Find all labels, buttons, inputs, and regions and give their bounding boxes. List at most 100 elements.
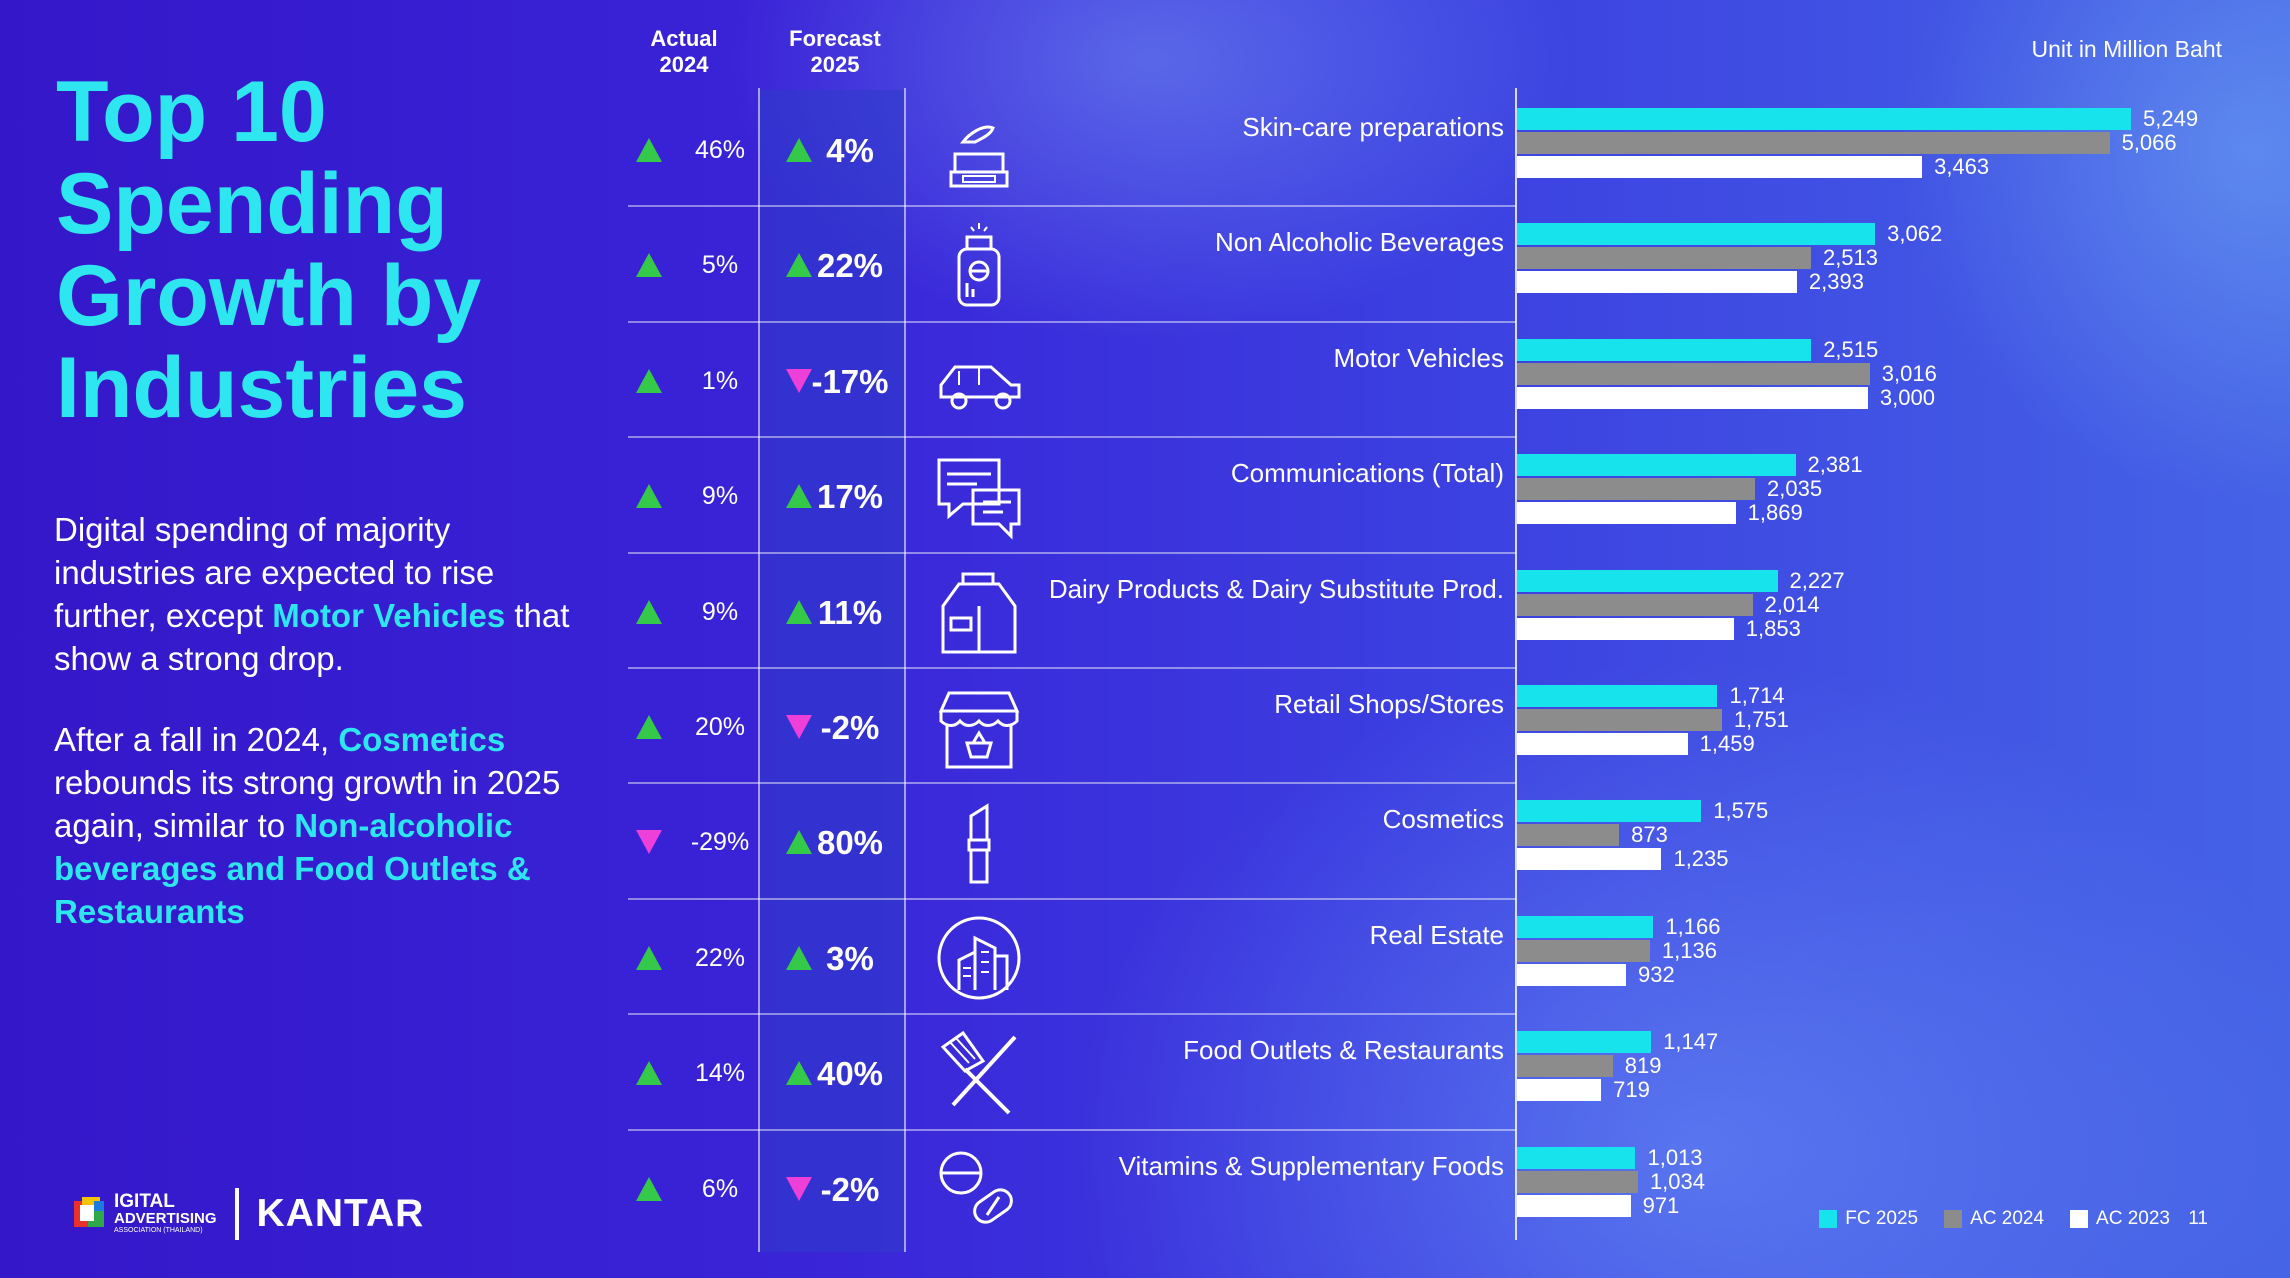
bar-fc2025 [1517, 569, 1778, 592]
category-label: Motor Vehicles [1333, 342, 1504, 373]
up-arrow-icon [786, 599, 812, 624]
forecast-2025-growth: 40% [816, 1055, 884, 1093]
legend-label-fc2025: FC 2025 [1845, 1208, 1919, 1229]
chat-bubbles-icon [933, 450, 1025, 542]
page-title: Top 10 Spending Growth by Industries [56, 64, 482, 436]
bar-value-label-ac2024: 1,751 [1733, 707, 1789, 732]
forecast-2025-growth: -2% [820, 709, 880, 746]
category-label: Retail Shops/Stores [1274, 689, 1504, 719]
bar-value-label-ac2024: 2,513 [1822, 245, 1879, 271]
category-label: Non Alcoholic Beverages [1214, 227, 1504, 258]
row-divider [628, 782, 1516, 785]
bar-value-label-ac2023: 1,459 [1699, 731, 1755, 756]
bar-value-label-ac2023: 719 [1613, 1077, 1650, 1103]
legend-item-ac2024: AC 2024 [1944, 1208, 2044, 1230]
industry-row: 9% 11% Dairy Products & Dairy Substitute P… [628, 554, 2290, 669]
actual-2024-growth: 1% [701, 366, 739, 395]
industry-row: 20% -2% Retail Shops/Stores 1,714 1,751 1,459 [628, 669, 2290, 784]
legend-swatch-ac2023 [2070, 1210, 2089, 1228]
bar-value-label-fc2025: 1,714 [1729, 683, 1785, 708]
category-label: Communications (Total) [1230, 458, 1504, 489]
actual-2024-growth: 6% [701, 1174, 739, 1203]
bar-value-label-ac2023: 3,463 [1934, 154, 1990, 179]
kantar-logo: KANTAR [256, 1192, 425, 1235]
da-logo-text-2: ADVERTISING [114, 1210, 217, 1227]
bar-ac2023 [1517, 156, 1923, 178]
forecast-column-band [760, 90, 904, 1252]
up-arrow-icon [636, 1176, 662, 1201]
bar-value-label-fc2025: 2,381 [1807, 452, 1863, 478]
down-arrow-icon [636, 830, 662, 855]
up-arrow-icon [636, 715, 662, 739]
forecast-2025-growth: 11% [817, 593, 883, 631]
p1-text-before: Digital spending of majority industries … [54, 511, 495, 634]
lipstick-icon [933, 796, 1025, 888]
digital-advertising-mark-icon [74, 1197, 108, 1231]
up-arrow-icon [786, 253, 812, 278]
bar-value-label-fc2025: 1,575 [1713, 798, 1769, 824]
industry-row: 14% 40% Food Outlets & Restaurants 1,147 819… [628, 1015, 2290, 1130]
bar-value-label-ac2023: 971 [1642, 1192, 1680, 1218]
row-divider [628, 1128, 1516, 1131]
bar-value-label-ac2024: 819 [1624, 1053, 1662, 1079]
down-arrow-icon [786, 1176, 812, 1201]
storefront-icon [933, 681, 1025, 773]
actual-2024-growth: 22% [694, 943, 746, 972]
bar-ac2023 [1517, 733, 1688, 755]
bar-value-label-ac2023: 1,235 [1673, 846, 1729, 872]
bar-value-label-ac2023: 1,853 [1745, 615, 1801, 641]
bar-value-label-ac2024: 5,066 [2121, 130, 2177, 155]
p2-highlight-2: Non-alcoholic beverages and Food Outlets… [54, 807, 531, 930]
actual-2024-growth: 9% [701, 597, 739, 626]
row-divider [628, 1013, 1516, 1016]
bar-ac2024 [1517, 709, 1722, 731]
summary-paragraph-2: After a fall in 2024, Cosmetics rebounds… [54, 718, 574, 933]
up-arrow-icon [636, 253, 662, 278]
up-arrow-icon [786, 830, 812, 855]
legend-label-ac2024: AC 2024 [1970, 1208, 2045, 1229]
down-arrow-icon [786, 368, 812, 393]
bar-value-label-fc2025: 2,227 [1789, 567, 1845, 593]
chart-axis-line [1515, 88, 1517, 1240]
bar-value-label-ac2024: 1,034 [1649, 1168, 1705, 1194]
industry-row: 22% 3% Real Estate 1,166 1,136 932 [628, 900, 2290, 1015]
up-arrow-icon [786, 1061, 812, 1086]
bar-fc2025 [1517, 915, 1654, 938]
bar-fc2025 [1517, 338, 1812, 361]
cream-jar-icon [933, 104, 1025, 196]
actual-2024-growth: 14% [694, 1059, 746, 1088]
row-divider [628, 436, 1516, 439]
industry-row: 9% 17% Communications (Total) 2,381 2,035 1,8… [628, 438, 2290, 553]
p1-text-after: that show a strong drop. [54, 597, 570, 677]
bar-ac2024 [1517, 132, 2110, 154]
forecast-2025-growth: 17% [816, 478, 884, 516]
up-arrow-icon [786, 945, 812, 970]
bar-value-label-fc2025: 1,166 [1665, 913, 1721, 939]
bar-value-label-ac2024: 1,136 [1661, 937, 1717, 963]
forecast-2025-growth: 22% [816, 247, 884, 285]
category-label: Food Outlets & Restaurants [1183, 1035, 1504, 1066]
bar-ac2023 [1517, 963, 1627, 986]
unit-label: Unit in Million Baht [2031, 36, 2222, 62]
bar-value-label-ac2023: 2,393 [1808, 269, 1864, 295]
bar-ac2024 [1517, 593, 1753, 616]
forecast-2025-growth: -2% [820, 1170, 880, 1208]
bar-value-label-fc2025: 1,147 [1663, 1029, 1719, 1055]
bar-ac2024 [1517, 362, 1870, 385]
row-divider [628, 897, 1516, 900]
buildings-icon [933, 912, 1025, 1004]
legend-item-ac2023: AC 2023 [2070, 1208, 2170, 1230]
page-number: 11 [2188, 1208, 2208, 1229]
chart-legend: FC 2025 AC 2024 AC 2023 [1819, 1208, 2170, 1230]
legend-swatch-ac2024 [1944, 1210, 1963, 1228]
actual-2024-growth: 5% [701, 251, 739, 280]
digital-advertising-logo: IGITAL ADVERTISING ASSOCIATION (THAILAND… [74, 1192, 217, 1235]
logo-separator [234, 1188, 239, 1240]
bar-ac2023 [1517, 271, 1797, 294]
bar-ac2023 [1517, 617, 1734, 640]
bar-value-label-ac2023: 3,000 [1879, 384, 1935, 410]
actual-2024-growth: 46% [694, 136, 746, 164]
up-arrow-icon [636, 1061, 662, 1086]
bar-ac2024 [1517, 939, 1650, 962]
p2-text-middle: rebounds its strong growth in 2025 again… [54, 764, 561, 844]
